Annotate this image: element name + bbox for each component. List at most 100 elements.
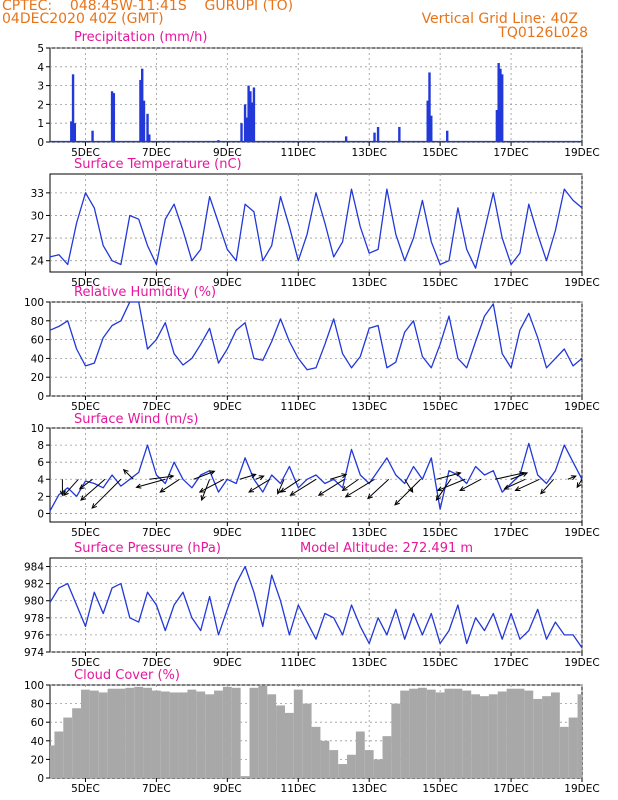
precip-ytick-label: 5: [37, 43, 44, 55]
humidity-frame: [49, 301, 583, 397]
precip-xtick-label: 19DEC: [564, 147, 599, 159]
wind-arrowhead: [576, 482, 582, 489]
cloud-bar: [98, 692, 108, 778]
humidity-xtick-label: 7DEC: [142, 401, 171, 413]
precip-xtick-label: 5DEC: [71, 147, 100, 159]
wind-arrow: [277, 479, 285, 494]
precip-bar: [398, 126, 401, 142]
wind-arrow: [394, 478, 421, 506]
cloud-ytick-label: 40: [31, 736, 44, 748]
wind-xtick-label: 7DEC: [142, 527, 171, 539]
wind-arrowhead: [258, 475, 265, 481]
cloud-bar: [462, 690, 472, 778]
wind-arrow: [367, 478, 390, 499]
wind-arrowhead: [289, 490, 296, 496]
temperature-frame: [49, 173, 583, 273]
wind-series-line: [49, 442, 583, 512]
wind-arrowhead: [122, 468, 129, 475]
cloud-bar: [249, 687, 259, 778]
cloud-bar: [284, 712, 294, 778]
wind-arrow: [159, 478, 180, 493]
wind-arrow: [255, 475, 264, 480]
wind-arrowhead: [78, 484, 85, 490]
cloud-ytick-label: 20: [31, 754, 44, 766]
wind-arrow: [201, 479, 211, 501]
cloud-bar: [329, 750, 339, 778]
precip-bar: [139, 79, 142, 142]
cloud-bar: [151, 690, 161, 778]
temperature-xtick-label: 15DEC: [422, 277, 457, 289]
cloud-bar: [320, 740, 330, 778]
cloud-bar: [426, 689, 436, 778]
humidity-xtick-label: 19DEC: [564, 401, 599, 413]
wind-arrowhead: [135, 483, 142, 489]
precip-bar: [245, 117, 249, 142]
wind-arrow: [318, 478, 345, 496]
cloud-bar: [81, 689, 90, 778]
pressure-xtick-label: 19DEC: [564, 657, 599, 669]
wind-xtick-label: 11DEC: [281, 527, 316, 539]
cloud-bar: [400, 690, 410, 778]
precip-xtick-label: 7DEC: [142, 147, 171, 159]
precip-xtick-label: 17DEC: [493, 147, 528, 159]
wind-arrow: [91, 478, 122, 509]
wind-xtick-label: 9DEC: [213, 527, 242, 539]
humidity-xtick-label: 15DEC: [422, 401, 457, 413]
precip-ytick-label: 4: [37, 62, 44, 74]
precip-bar: [373, 132, 376, 142]
humidity-series-line: [49, 301, 583, 371]
wind-arrowhead: [522, 472, 529, 477]
cloud-bar: [72, 708, 82, 778]
cloud-bar: [409, 688, 418, 778]
temperature-ytick-label: 33: [31, 188, 44, 200]
pressure-title: Surface Pressure (hPa): [74, 541, 221, 556]
precip-bar: [243, 104, 247, 142]
cloud-bar: [267, 694, 277, 778]
wind-title: Surface Wind (m/s): [74, 412, 198, 427]
precip-bar: [497, 63, 500, 142]
pressure-ytick-label: 978: [24, 613, 44, 625]
precip-ytick-label: 2: [37, 99, 44, 111]
cloud-bar: [205, 694, 215, 778]
wind-arrowhead: [200, 495, 206, 502]
precip-bar: [112, 93, 116, 142]
cloud-bar: [54, 731, 64, 778]
cloud-bar: [577, 694, 582, 778]
wind-arrowhead: [435, 495, 441, 502]
cloud-xtick-label: 17DEC: [493, 783, 528, 795]
precip-bar: [70, 121, 73, 142]
wind-arrowhead: [209, 470, 216, 476]
temperature-xtick-label: 5DEC: [71, 277, 100, 289]
precip-bar: [148, 134, 151, 142]
cloud-ytick-label: 100: [24, 680, 44, 692]
model-id: TQ0126L028: [498, 25, 588, 41]
wind-arrow: [345, 478, 375, 498]
cloud-bar: [178, 692, 188, 778]
temperature-xtick-label: 7DEC: [142, 277, 171, 289]
wind-arrowhead: [341, 473, 348, 479]
temperature-ytick-label: 24: [31, 256, 45, 268]
cloud-bar: [231, 687, 241, 778]
temperature-xtick-label: 19DEC: [564, 277, 599, 289]
wind-arrowhead: [168, 474, 175, 480]
wind-arrow: [280, 478, 301, 493]
cloud-bar: [444, 688, 454, 778]
wind-ytick-label: 10: [31, 423, 44, 435]
precip-xtick-label: 9DEC: [213, 147, 242, 159]
pressure-xtick-label: 17DEC: [493, 657, 528, 669]
precip-xtick-label: 15DEC: [422, 147, 457, 159]
wind-arrow: [515, 478, 540, 491]
pressure-xtick-label: 5DEC: [71, 657, 100, 669]
cloud-bar: [542, 696, 551, 778]
cloud-xtick-label: 15DEC: [422, 783, 457, 795]
cloud-bar: [160, 691, 170, 778]
temperature-xtick-label: 13DEC: [351, 277, 386, 289]
wind-arrowhead: [80, 495, 86, 501]
cloud-bar: [276, 705, 285, 778]
wind-arrowhead: [317, 490, 324, 496]
precip-bar: [495, 110, 499, 142]
cloud-bar: [488, 694, 498, 778]
wind-arrowhead: [277, 488, 282, 495]
cloud-bar: [524, 690, 534, 778]
